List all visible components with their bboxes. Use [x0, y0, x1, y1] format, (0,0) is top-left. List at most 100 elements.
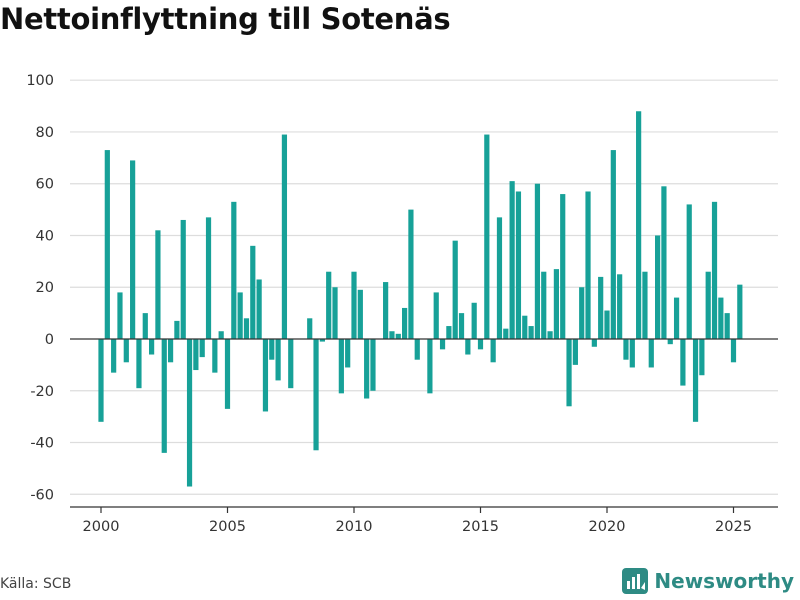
bar [231, 201, 237, 339]
bar [509, 181, 515, 339]
brand-name: Newsworthy [654, 569, 794, 593]
bar [212, 339, 218, 373]
bar [104, 150, 110, 339]
bar [737, 284, 743, 339]
bar [427, 339, 433, 394]
bar [617, 274, 623, 339]
bar [604, 310, 610, 339]
y-tick-label: -20 [30, 384, 54, 400]
y-tick-label: 20 [36, 280, 54, 296]
source-label: Källa: SCB [0, 576, 72, 592]
y-tick-label: 60 [36, 177, 54, 193]
bar [528, 326, 534, 339]
bar [560, 194, 566, 339]
y-tick-label: 0 [45, 332, 54, 348]
y-tick-label: -60 [30, 487, 54, 503]
bar [446, 326, 452, 339]
x-tick-label: 2000 [83, 519, 120, 535]
bar [136, 339, 142, 389]
bar [673, 297, 680, 339]
bar [98, 339, 104, 422]
bar [111, 339, 117, 373]
bar [541, 271, 547, 339]
x-tick-label: 2025 [715, 519, 752, 535]
bar [610, 150, 616, 339]
bar [123, 339, 129, 363]
x-tick-label: 2015 [462, 519, 499, 535]
y-axis-ticks: -60 -40 -20 0 20 40 60 80 100 [26, 73, 54, 503]
bar [288, 339, 294, 389]
bar [699, 339, 705, 376]
bar [636, 111, 642, 339]
y-tick-label: 100 [26, 73, 54, 89]
bar [496, 217, 503, 339]
bar [471, 302, 477, 339]
bar [503, 328, 509, 339]
bar [598, 276, 604, 339]
brand-logo[interactable]: Newsworthy [622, 568, 794, 594]
bar [667, 339, 673, 345]
x-tick-label: 2010 [336, 519, 373, 535]
bar [629, 339, 635, 368]
bar [326, 271, 332, 339]
bar [477, 339, 484, 350]
bar [199, 339, 205, 358]
bar [642, 271, 648, 339]
bar [281, 134, 288, 339]
bar [623, 339, 629, 360]
bar [522, 315, 528, 339]
bar [243, 318, 250, 339]
gridlines [70, 79, 778, 495]
bar [585, 191, 591, 339]
bar [490, 339, 496, 363]
bar [237, 292, 243, 339]
bar [433, 292, 439, 339]
y-tick-label: 40 [36, 228, 54, 244]
bar [661, 186, 667, 339]
bar [730, 339, 737, 363]
y-tick-label: -40 [30, 436, 54, 452]
bar [174, 320, 180, 339]
bar [370, 339, 376, 391]
bar [117, 292, 123, 339]
bar [547, 331, 553, 339]
bar [205, 217, 212, 339]
bar [534, 183, 541, 339]
bar [680, 339, 686, 386]
bar [269, 339, 275, 360]
bar [313, 339, 319, 451]
bar [395, 333, 401, 339]
bar [180, 219, 186, 339]
bar [351, 271, 357, 339]
bar [686, 204, 692, 339]
bar [224, 339, 231, 409]
bar [161, 339, 167, 453]
bar [655, 235, 661, 339]
bar [142, 313, 148, 339]
bar [408, 209, 414, 339]
bar [332, 287, 338, 339]
bar [130, 160, 136, 339]
bar [319, 339, 325, 342]
bar [515, 191, 522, 339]
bars [98, 111, 743, 487]
bar [193, 339, 199, 371]
chart-title: Nettoinflyttning till Sotenäs [0, 2, 451, 36]
bar [262, 339, 269, 412]
bar [566, 339, 572, 407]
bar [579, 287, 585, 339]
bar [218, 331, 224, 339]
bar [705, 271, 711, 339]
bar [338, 339, 344, 394]
bar [591, 339, 597, 347]
bar [439, 339, 446, 350]
bar [186, 339, 193, 487]
bar [357, 289, 363, 339]
bar [256, 279, 262, 339]
bar [484, 134, 490, 339]
bar [275, 339, 281, 381]
x-tick-label: 2020 [589, 519, 626, 535]
bar [711, 201, 718, 339]
bar [458, 313, 465, 339]
